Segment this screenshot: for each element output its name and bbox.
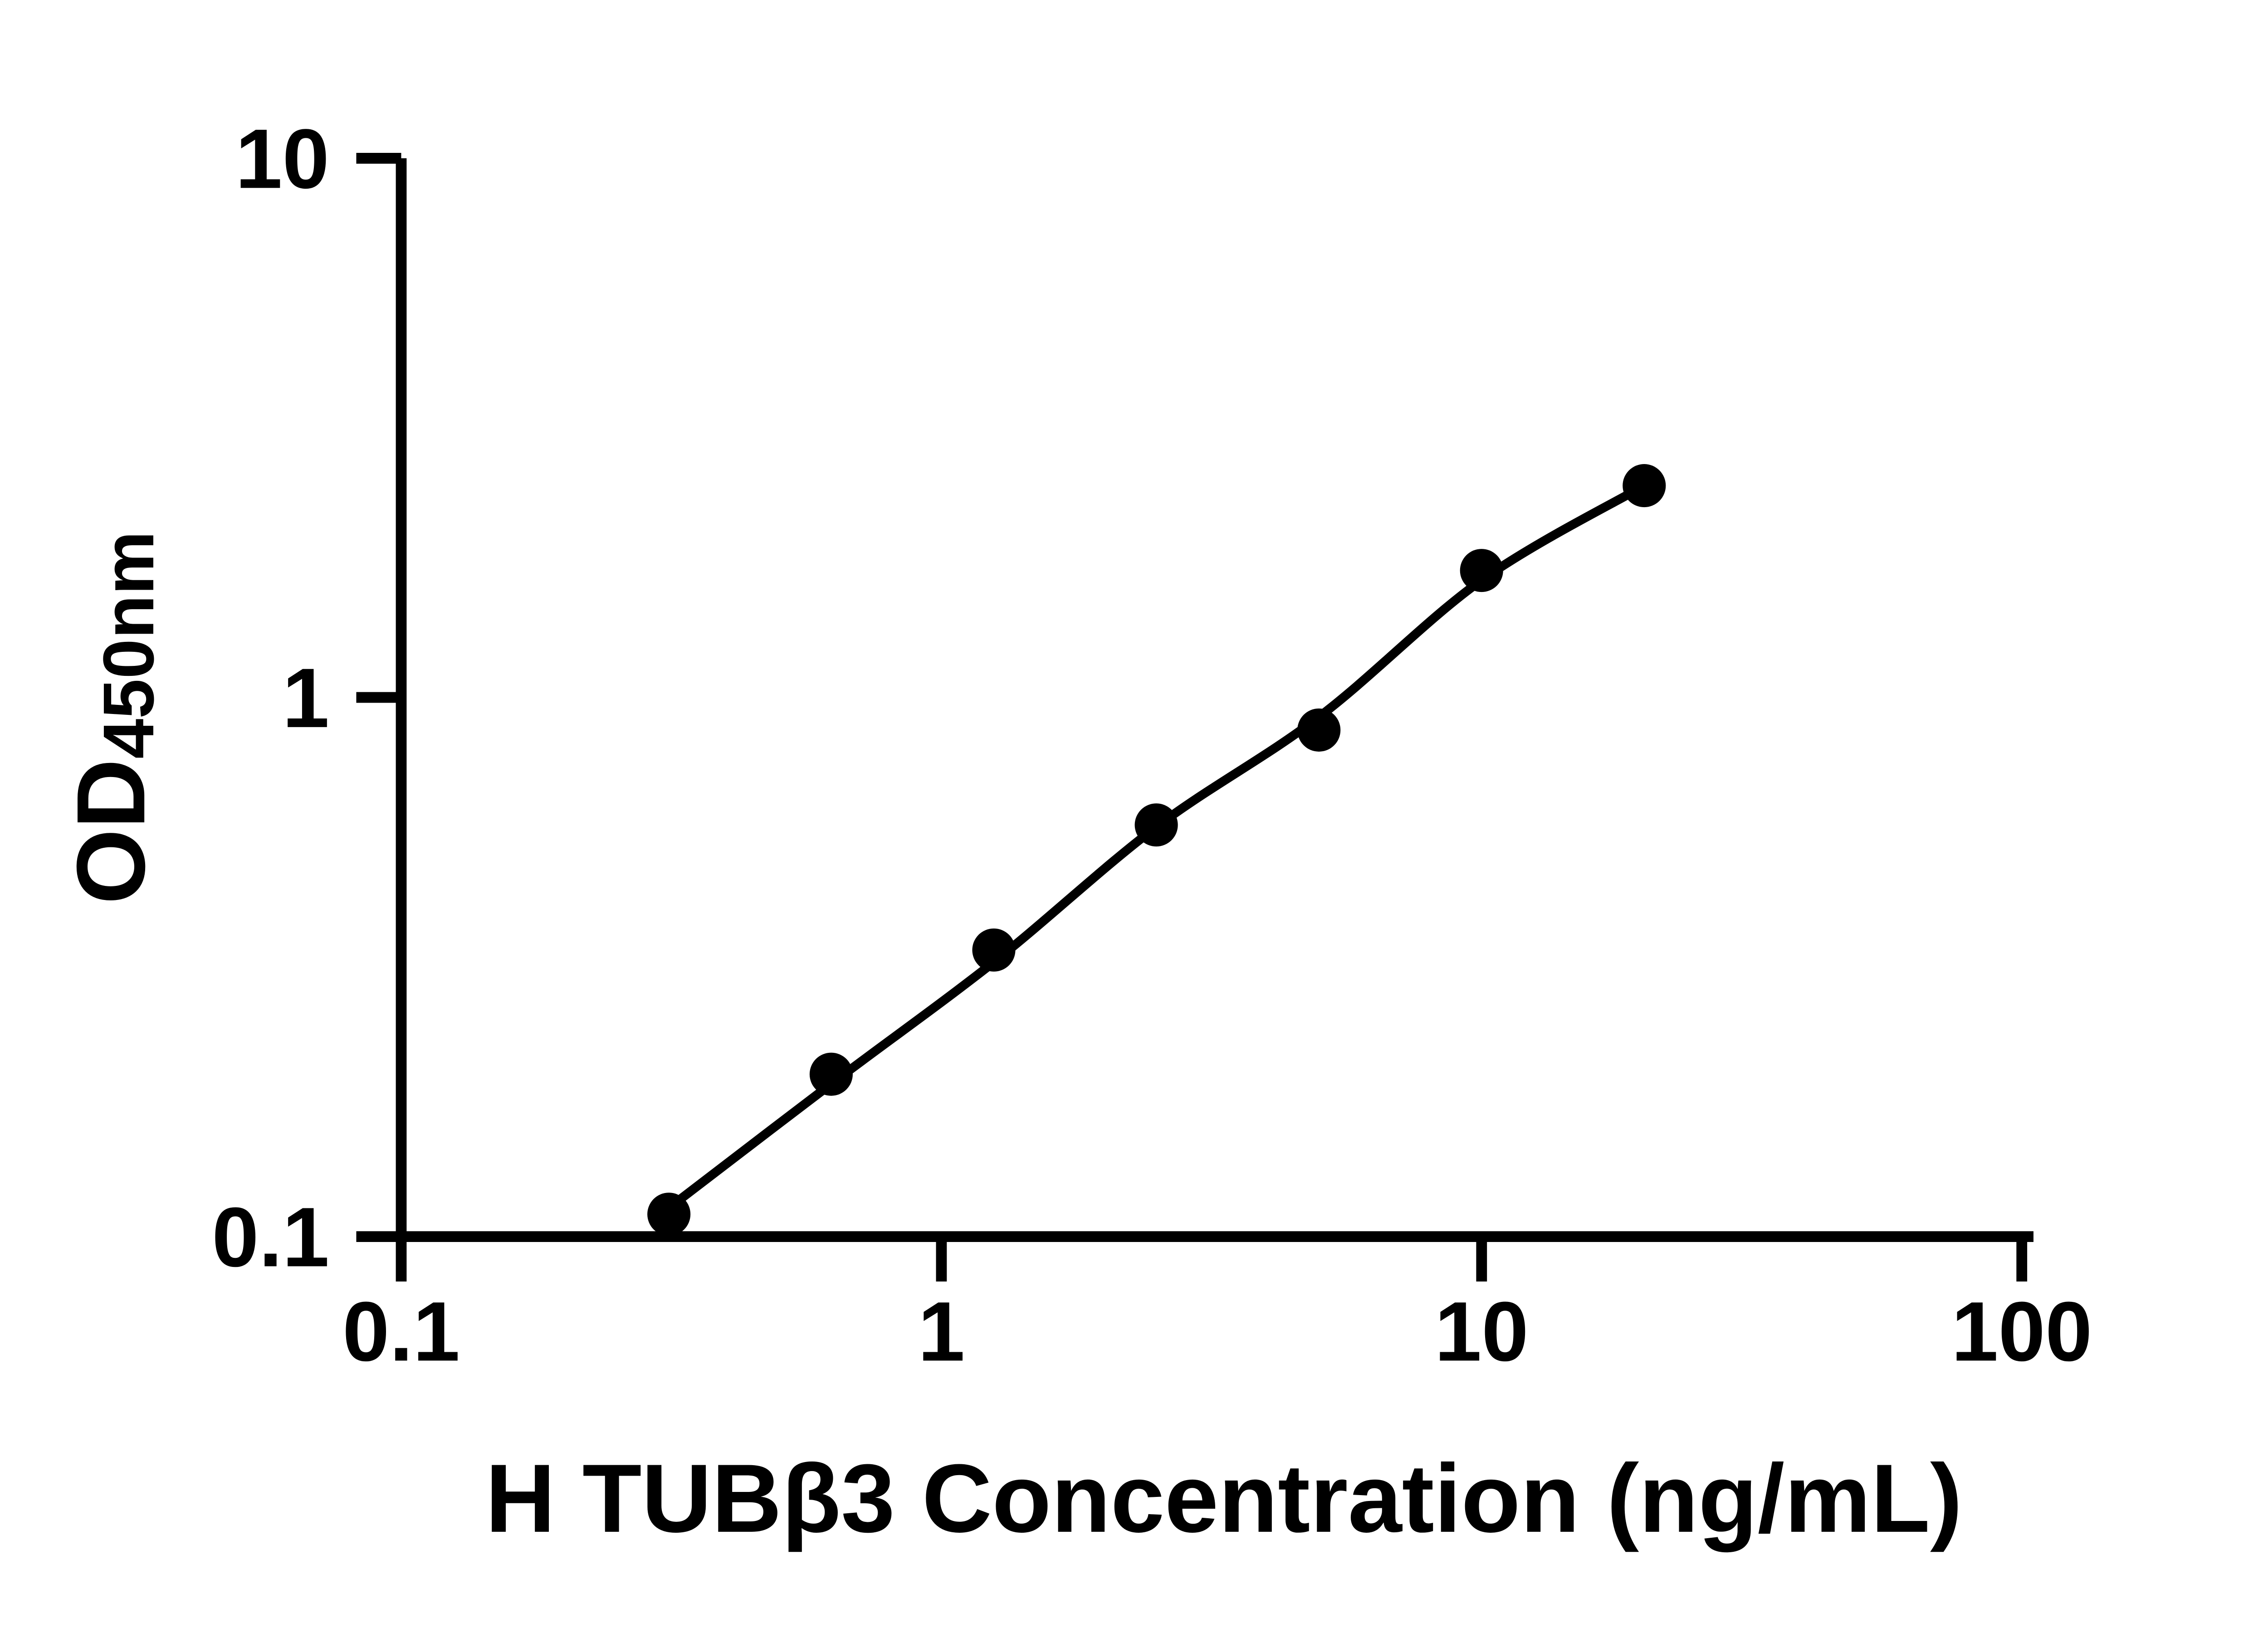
fit-curve-line: [664, 481, 1649, 1213]
y-tick-label: 10: [235, 112, 329, 206]
y-axis-title-subscript: 450nm: [91, 531, 170, 759]
y-axis-title: OD450nm: [58, 531, 170, 905]
data-point: [809, 1052, 853, 1096]
y-axis-title-main: OD: [58, 758, 166, 905]
data-point: [1297, 708, 1341, 752]
scatter-plot-svg: 0.1 1 10 0.1 1 10 100: [212, 112, 2092, 1379]
data-point: [972, 928, 1016, 972]
data-point: [1460, 549, 1503, 592]
data-point: [1623, 464, 1666, 508]
x-tick-label: 0.1: [342, 1284, 460, 1379]
x-tick-label: 100: [1951, 1284, 2092, 1379]
x-tick-label: 1: [918, 1284, 965, 1379]
data-point: [647, 1193, 691, 1236]
x-tick-label: 10: [1435, 1284, 1529, 1379]
y-tick-label: 1: [282, 651, 329, 745]
data-point: [1134, 803, 1178, 847]
x-axis-title: H TUBβ3 Concentration (ng/mL): [485, 1445, 1963, 1554]
axis-lines: [396, 158, 2033, 1242]
chart-canvas: 0.1 1 10 0.1 1 10 100 H TUBβ3 Concentration (n…: [0, 8, 2268, 1625]
y-tick-label: 0.1: [212, 1190, 329, 1284]
